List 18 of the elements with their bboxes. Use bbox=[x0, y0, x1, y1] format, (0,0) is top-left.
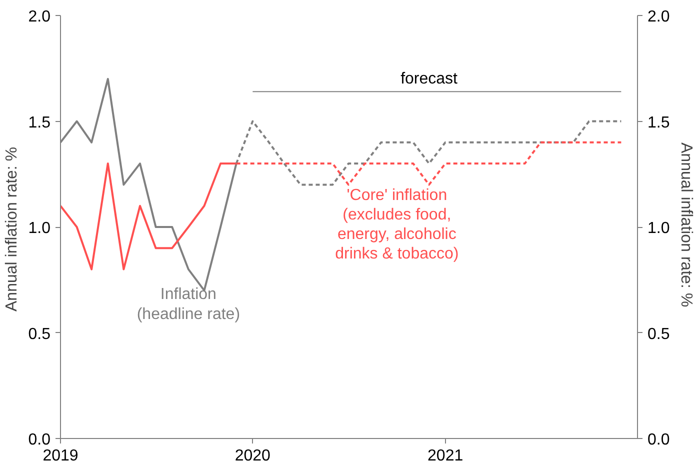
y2-axis-title: Annual inflation rate: % bbox=[678, 142, 695, 308]
annotation: forecast bbox=[400, 70, 458, 88]
y2-tick-label: 0.0 bbox=[648, 432, 670, 448]
text: 'Core' inflation (excludes food, energy, alcoholic drinks & tobacco) bbox=[335, 186, 459, 262]
series-label: Inflation (headline rate) bbox=[136, 286, 240, 323]
y-tick-label: 0.0 bbox=[28, 432, 51, 448]
x-tick-label: 2020 bbox=[234, 448, 271, 463]
y2-tick-label: 1.0 bbox=[648, 220, 670, 237]
y-tick-label: 1.0 bbox=[28, 220, 51, 237]
y2-tick-label: 0.5 bbox=[648, 326, 670, 343]
y-tick-label: 0.5 bbox=[28, 326, 51, 343]
y2-tick-label: 1.5 bbox=[648, 114, 670, 132]
y-axis-title: Annual inflation rate: % bbox=[3, 146, 20, 312]
x-tick-label: 2021 bbox=[428, 448, 464, 463]
y2-tick-label: 2.0 bbox=[648, 8, 670, 26]
y-tick-label: 1.5 bbox=[28, 114, 51, 132]
y-tick-label: 2.0 bbox=[28, 8, 51, 26]
x-tick-label: 2019 bbox=[42, 448, 78, 463]
